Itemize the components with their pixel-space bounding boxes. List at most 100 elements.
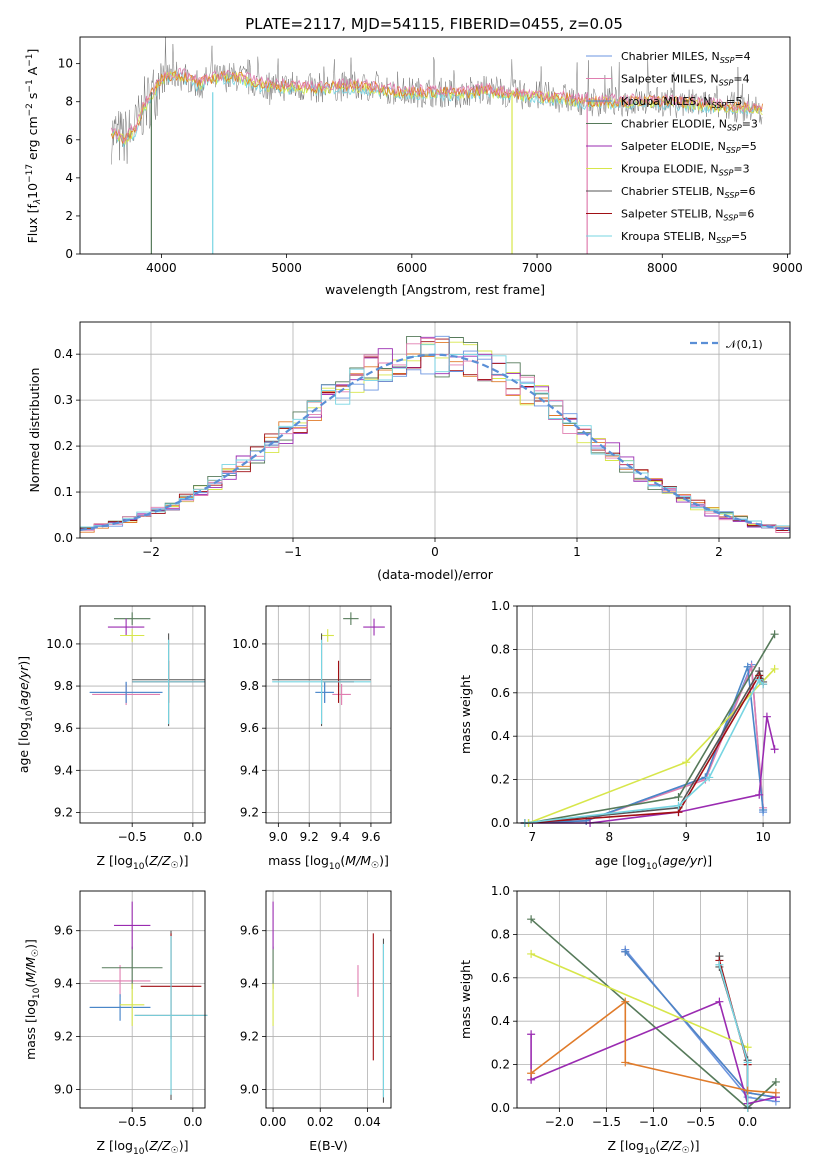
tick-label-x: 0.04 (354, 1115, 381, 1129)
tick-label-y: 9.8 (54, 679, 73, 693)
tick-label-y: 9.0 (240, 1082, 259, 1096)
data-point-marker (527, 1030, 536, 1039)
label-part: Z/Z (659, 1138, 682, 1153)
tick-label-y: 0.4 (491, 729, 510, 743)
legend-entry-count: =4 (733, 73, 749, 86)
data-point-marker (755, 790, 764, 799)
tick-label-y: 0.8 (491, 927, 510, 941)
legend-entry-count: =6 (739, 185, 755, 198)
data-point-marker (682, 758, 691, 767)
tick-label-y: 9.6 (240, 924, 259, 938)
age-vs-mass-axes: 9.0 9.2 9.4 9.6 9.2 9.4 9.6 9.8 10.0 mass [log10(… (232, 605, 392, 872)
tick-label-x: 7 (529, 830, 537, 844)
figure-title: PLATE=2117, MJD=54115, FIBERID=0455, z=0… (245, 15, 623, 33)
axes-frame (79, 890, 206, 1109)
tick-label-y: 0.2 (54, 439, 73, 453)
label-part: s (25, 93, 40, 104)
tick-label-x: 0.0 (183, 1115, 202, 1129)
legend-entry-name: Chabrier MILES, N (621, 50, 720, 63)
ebv-xlabel: E(B-V) (309, 1138, 348, 1153)
model-spectrum-line (110, 67, 763, 144)
tick-label-y: 0.3 (54, 393, 73, 407)
tick-label-y: 9.6 (54, 721, 73, 735)
tick-label-y: 1.0 (491, 884, 510, 898)
data-point-marker (743, 1058, 752, 1067)
data-point-marker (674, 792, 683, 801)
legend-entry-name: Chabrier STELIB, N (621, 185, 725, 198)
label-part: M/M (23, 957, 38, 983)
axes-frame (79, 36, 791, 255)
label-part: mass [log (268, 853, 329, 868)
data-point-marker (759, 680, 768, 689)
data-point-marker (621, 1058, 630, 1067)
label-part: )] (23, 939, 38, 949)
tick-label-x: 4000 (146, 261, 177, 275)
data-point-marker (770, 664, 779, 673)
data-point-marker (743, 1043, 752, 1052)
label-part: )] (179, 853, 189, 868)
histogram-ylabel: Normed distribution (27, 368, 42, 493)
legend-entry: Chabrier STELIB, NSSP=6 (621, 185, 755, 200)
label-part: )] (179, 1138, 189, 1153)
label-part: ( (23, 983, 38, 988)
label-part: )] (16, 656, 31, 666)
mass-weight-age-xlabel: age [log10(age/yr)] (595, 853, 712, 872)
tick-label-y: 10.0 (232, 637, 259, 651)
mass-vs-Z-ylabel: mass [log10(M/M☉)] (23, 939, 42, 1060)
data-point-marker (715, 960, 724, 969)
label-part: ☉ (682, 1146, 690, 1156)
age-vs-mass-xlabel: mass [log10(M/M☉)] (268, 853, 389, 872)
series-line (528, 633, 776, 824)
spectrum-xlabel: wavelength [Angstrom, rest frame] (325, 282, 545, 297)
legend-entry-name: Chabrier ELODIE, N (621, 118, 727, 131)
label-part: ( (16, 706, 31, 711)
data-point-marker (762, 712, 771, 721)
label-part: 10 (329, 862, 341, 872)
label-part: age/yr (16, 665, 31, 706)
tick-label-y: 9.4 (54, 977, 73, 991)
tick-label-y: 9.6 (240, 721, 259, 735)
tick-label-y: 0.2 (491, 1058, 510, 1072)
tick-label-y: 9.6 (54, 924, 73, 938)
label-part: )] (690, 1138, 700, 1153)
legend-entry: Salpeter MILES, NSSP=4 (621, 73, 750, 88)
legend-entry: Kroupa MILES, NSSP=5 (621, 95, 742, 110)
tick-label-x: 0.02 (307, 1115, 334, 1129)
label-part: 10 (25, 183, 40, 199)
legend-entry-name: Salpeter ELODIE, N (621, 140, 726, 153)
tick-label-y: 1.0 (491, 599, 510, 613)
tick-label-y: 9.8 (240, 679, 259, 693)
data-point-marker (743, 1086, 752, 1095)
tick-label-y: 0.6 (491, 686, 510, 700)
tick-label-y: 0.1 (54, 485, 73, 499)
tick-label-x: −1.0 (639, 1115, 668, 1129)
tick-label-x: 9.6 (361, 830, 380, 844)
mass-weight-z-xlabel: Z [log10(Z/Z☉)] (608, 1138, 700, 1157)
data-point-marker (621, 947, 630, 956)
tick-label-x: −0.5 (686, 1115, 715, 1129)
tick-label-x: −2.0 (545, 1115, 574, 1129)
label-part: ☉ (31, 949, 41, 957)
data-point-marker (715, 997, 724, 1006)
label-part: Z [log (97, 1138, 133, 1153)
legend-entry: Kroupa ELODIE, NSSP=3 (621, 163, 750, 178)
label-part: age/yr (662, 853, 703, 868)
legend-entry-sub: SSP (725, 191, 740, 200)
label-part: ( (340, 853, 345, 868)
data-point-marker (770, 745, 779, 754)
tick-label-x: 9.2 (300, 830, 319, 844)
legend-entry-count: =5 (726, 95, 742, 108)
tick-label-y: 9.2 (54, 1030, 73, 1044)
label-part: ☉ (171, 861, 179, 871)
age-vs-Z-xlabel: Z [log10(Z/Z☉)] (97, 853, 189, 872)
label-part: 10 (133, 1147, 145, 1157)
label-part: age [log (16, 722, 31, 773)
label-part: mass [log (23, 999, 38, 1060)
label-part: )] (379, 853, 389, 868)
tick-label-x: 7000 (522, 261, 553, 275)
data-point-marker (527, 1069, 536, 1078)
mass-weight-vs-age-axes: 7 8 9 10 0.0 0.2 0.4 0.6 0.8 1.0 mass weight age [l… (458, 599, 791, 872)
tick-label-x: −0.5 (118, 830, 147, 844)
